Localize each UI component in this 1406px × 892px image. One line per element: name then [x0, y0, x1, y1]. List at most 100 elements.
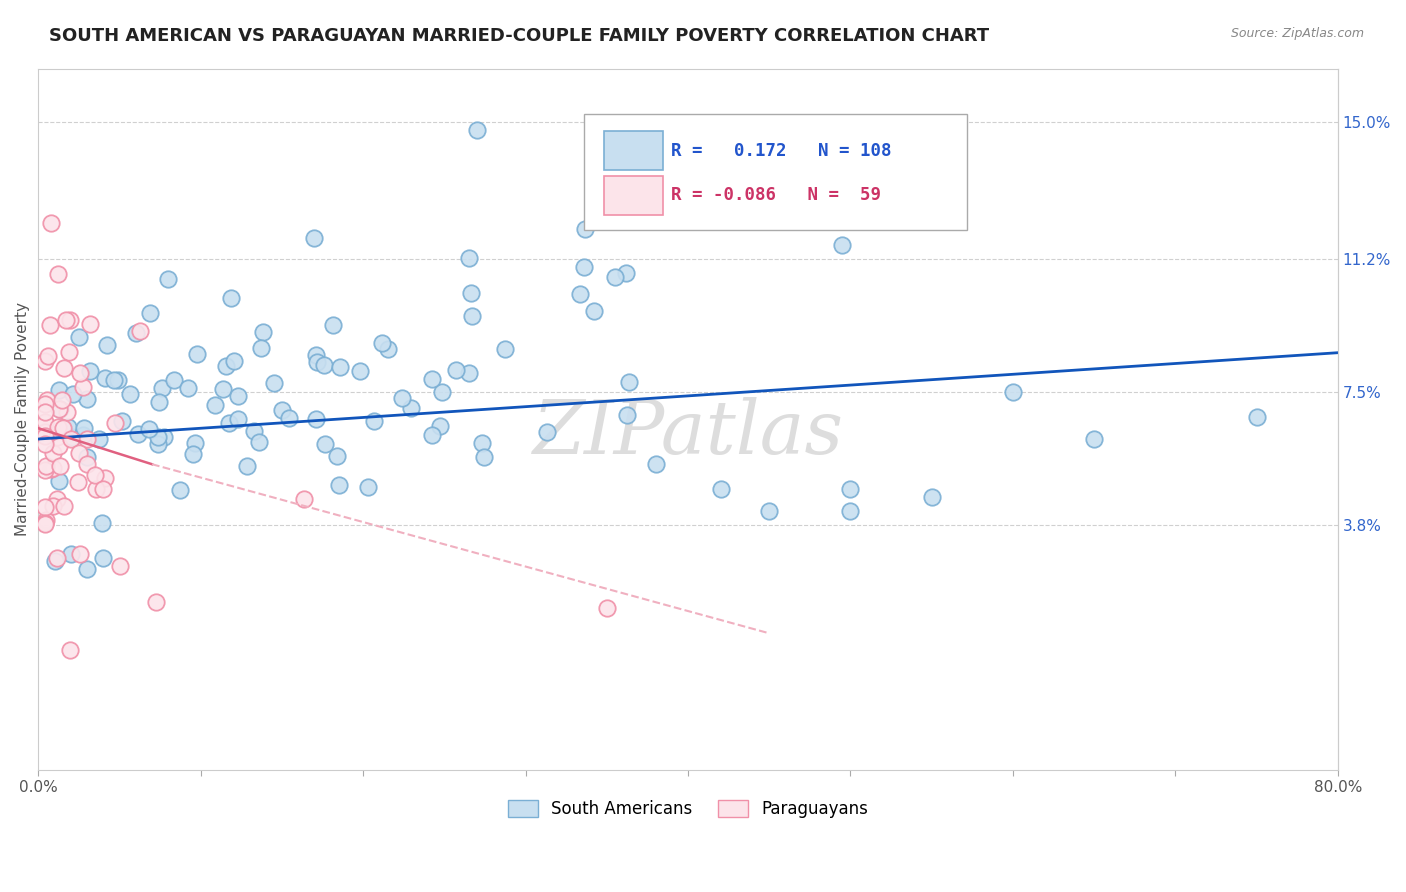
Point: [226, 389, 249, 403]
Point: [278, 411, 301, 425]
Point: [34, 417, 56, 431]
Point: [616, 408, 638, 422]
Point: [59, 432, 82, 446]
Point: [328, 478, 350, 492]
Point: [35, 458, 58, 473]
Point: [108, 559, 131, 574]
Point: [326, 450, 349, 464]
Point: [86, 483, 108, 497]
Point: [79, 364, 101, 378]
Point: [107, 373, 129, 387]
Point: [56, 405, 79, 419]
Point: [37, 349, 59, 363]
Point: [52, 421, 75, 435]
Point: [91, 483, 114, 497]
Point: [48, 475, 70, 489]
Point: [644, 457, 666, 471]
Point: [377, 342, 399, 356]
Point: [62, 387, 84, 401]
Point: [94, 471, 117, 485]
Point: [59, 313, 82, 327]
Point: [84, 468, 107, 483]
Point: [55, 313, 77, 327]
Point: [568, 286, 591, 301]
Point: [34, 353, 56, 368]
Point: [44, 554, 66, 568]
Point: [322, 318, 344, 332]
Point: [67, 329, 90, 343]
Point: [45, 492, 67, 507]
Point: [145, 595, 167, 609]
Point: [128, 324, 150, 338]
Point: [243, 425, 266, 439]
Text: Source: ZipAtlas.com: Source: ZipAtlas.com: [1230, 27, 1364, 40]
Point: [45, 430, 67, 444]
Point: [596, 601, 619, 615]
Point: [461, 309, 484, 323]
Point: [371, 336, 394, 351]
Point: [460, 286, 482, 301]
Point: [42, 461, 65, 475]
Point: [42, 446, 65, 460]
Point: [138, 422, 160, 436]
Point: [305, 355, 328, 369]
Point: [48, 383, 70, 397]
Point: [472, 450, 495, 465]
Point: [536, 425, 558, 440]
Text: SOUTH AMERICAN VS PARAGUAYAN MARRIED-COUPLE FAMILY POVERTY CORRELATION CHART: SOUTH AMERICAN VS PARAGUAYAN MARRIED-COU…: [49, 27, 990, 45]
Point: [34, 500, 56, 515]
Point: [69, 547, 91, 561]
Point: [212, 382, 235, 396]
Text: R =   0.172   N = 108: R = 0.172 N = 108: [671, 142, 891, 160]
Point: [314, 437, 336, 451]
Point: [150, 381, 173, 395]
Point: [76, 450, 98, 465]
Point: [252, 325, 274, 339]
Point: [314, 359, 336, 373]
Point: [35, 513, 58, 527]
Point: [96, 338, 118, 352]
Point: [46, 267, 69, 281]
Point: [401, 401, 423, 415]
Point: [67, 446, 90, 460]
Point: [1001, 385, 1024, 400]
Text: ZIPatlas: ZIPatlas: [533, 397, 844, 469]
Point: [39, 426, 62, 441]
Point: [356, 480, 378, 494]
FancyBboxPatch shape: [603, 131, 664, 170]
Point: [574, 222, 596, 236]
FancyBboxPatch shape: [603, 176, 664, 215]
Point: [76, 392, 98, 407]
Point: [420, 427, 443, 442]
Point: [1246, 410, 1268, 425]
Point: [76, 561, 98, 575]
Point: [39, 318, 62, 332]
Point: [921, 490, 943, 504]
Point: [831, 237, 853, 252]
Point: [139, 306, 162, 320]
Point: [617, 375, 640, 389]
Point: [34, 397, 56, 411]
Point: [457, 251, 479, 265]
Point: [53, 499, 76, 513]
Point: [219, 291, 242, 305]
Point: [72, 380, 94, 394]
Point: [218, 416, 240, 430]
Point: [458, 366, 481, 380]
Point: [263, 376, 285, 390]
Point: [34, 429, 56, 443]
Point: [429, 419, 451, 434]
Point: [87, 432, 110, 446]
Point: [46, 550, 69, 565]
Point: [572, 260, 595, 274]
Point: [48, 439, 70, 453]
Point: [73, 421, 96, 435]
Point: [305, 412, 328, 426]
Point: [34, 516, 56, 530]
Point: [110, 413, 132, 427]
Point: [839, 483, 862, 497]
Point: [292, 491, 315, 506]
Point: [758, 504, 780, 518]
Point: [66, 475, 89, 490]
Point: [72, 428, 94, 442]
